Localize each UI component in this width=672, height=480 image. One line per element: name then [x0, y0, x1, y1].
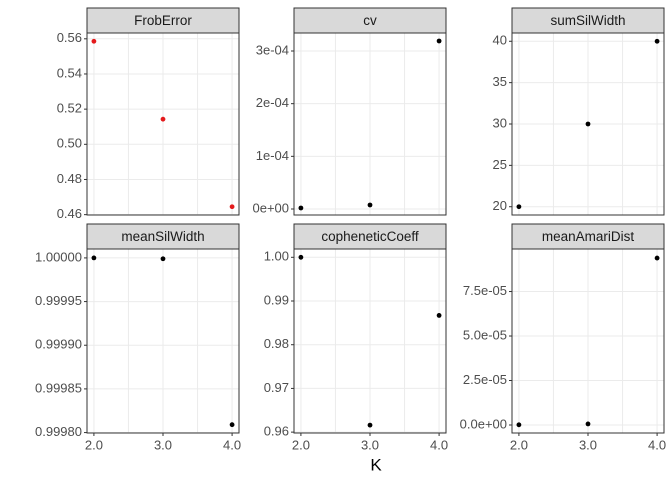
panel-title: cv — [363, 13, 377, 28]
y-tick-label: 30 — [493, 115, 507, 130]
panel-title: meanSilWidth — [121, 229, 204, 244]
point — [160, 116, 166, 122]
y-tick-label: 20 — [493, 198, 507, 213]
point — [229, 422, 235, 428]
point — [654, 255, 660, 261]
y-tick-label: 3e-04 — [256, 42, 289, 57]
y-tick-label: 0.99980 — [35, 424, 82, 439]
strip — [86, 223, 240, 250]
y-tick-label: 0.0e+00 — [460, 416, 507, 431]
x-tick-label: 2.0 — [292, 437, 310, 452]
x-axis-title: K — [370, 455, 382, 474]
x-tick-label: 2.0 — [510, 437, 528, 452]
y-tick-label: 0.96 — [264, 424, 289, 439]
y-tick-label: 0.50 — [57, 136, 82, 151]
point — [229, 204, 235, 210]
y-tick-label: 0.54 — [57, 65, 82, 80]
strip — [293, 223, 447, 250]
panel-title: FrobError — [134, 13, 192, 28]
panel-title: meanAmariDist — [542, 229, 635, 244]
y-tick-label: 2.5e-05 — [463, 372, 507, 387]
point — [585, 421, 591, 427]
strip — [293, 7, 447, 34]
y-tick-label: 1.00 — [264, 249, 289, 264]
y-tick-label: 0.99990 — [35, 337, 82, 352]
x-tick-label: 3.0 — [361, 437, 379, 452]
panel-border — [511, 248, 665, 434]
point — [91, 38, 97, 44]
x-tick-label: 3.0 — [579, 437, 597, 452]
y-tick-label: 35 — [493, 74, 507, 89]
point — [516, 422, 522, 428]
panel-title: sumSilWidth — [550, 13, 625, 28]
y-tick-label: 0.99995 — [35, 293, 82, 308]
strip — [511, 7, 665, 34]
strip — [511, 223, 665, 250]
y-tick-label: 40 — [493, 33, 507, 48]
point — [516, 204, 522, 210]
strip — [86, 7, 240, 34]
point — [298, 205, 304, 211]
x-tick-label: 3.0 — [154, 437, 172, 452]
y-tick-label: 25 — [493, 157, 507, 172]
panel-border — [293, 248, 447, 434]
y-tick-label: 0.52 — [57, 101, 82, 116]
point — [654, 38, 660, 44]
point — [585, 121, 591, 127]
point — [436, 38, 442, 44]
panel-title: copheneticCoeff — [321, 229, 419, 244]
y-tick-label: 0.98 — [264, 336, 289, 351]
point — [367, 202, 373, 208]
x-tick-label: 4.0 — [223, 437, 241, 452]
y-tick-label: 0.97 — [264, 380, 289, 395]
panel-border — [86, 248, 240, 434]
point — [160, 256, 166, 262]
y-tick-label: 1.00000 — [35, 249, 82, 264]
y-tick-label: 0.48 — [57, 171, 82, 186]
y-tick-label: 2e-04 — [256, 95, 289, 110]
y-tick-label: 5.0e-05 — [463, 327, 507, 342]
y-tick-label: 0.56 — [57, 30, 82, 45]
x-tick-label: 4.0 — [648, 437, 666, 452]
panel-border — [86, 32, 240, 216]
point — [367, 422, 373, 428]
y-tick-label: 0.99 — [264, 292, 289, 307]
y-tick-label: 0.99985 — [35, 380, 82, 395]
x-tick-label: 4.0 — [430, 437, 448, 452]
y-tick-label: 1e-04 — [256, 148, 289, 163]
point — [91, 255, 97, 261]
y-tick-label: 7.5e-05 — [463, 283, 507, 298]
point — [436, 313, 442, 318]
y-tick-label: 0e+00 — [252, 200, 289, 215]
point — [298, 254, 304, 260]
panel-border — [511, 32, 665, 216]
x-tick-label: 2.0 — [85, 437, 103, 452]
panel-border — [293, 32, 447, 216]
y-tick-label: 0.46 — [57, 206, 82, 221]
